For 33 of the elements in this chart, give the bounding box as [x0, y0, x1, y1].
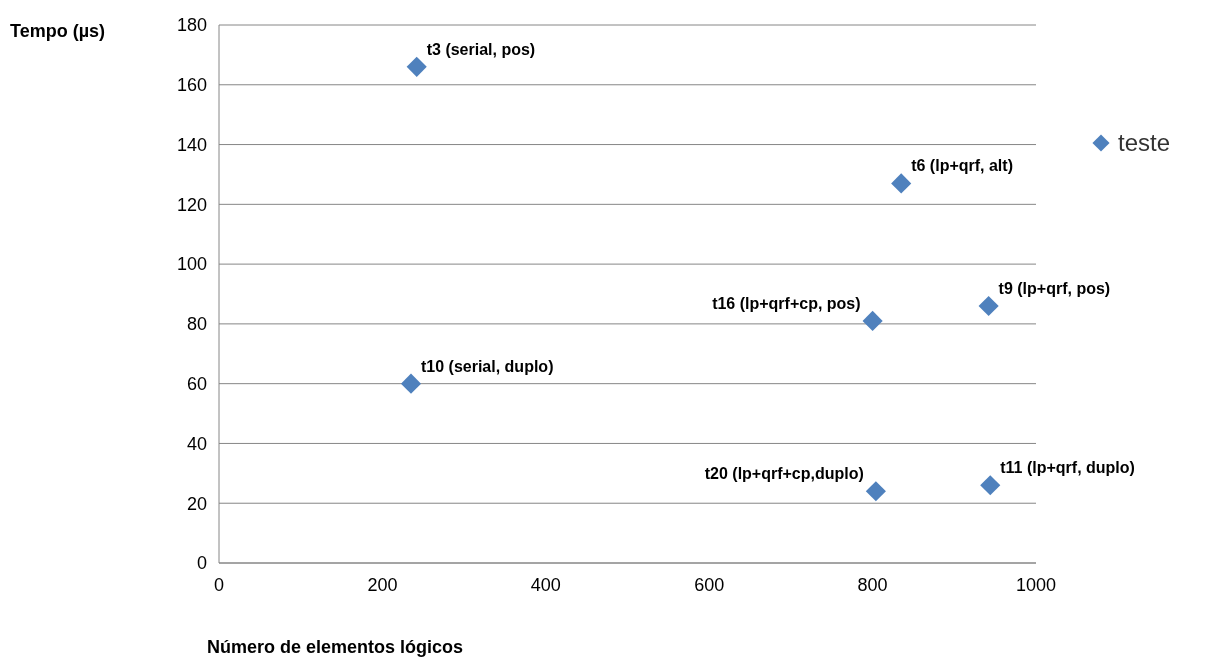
- y-tick-label: 60: [186, 373, 207, 394]
- x-tick-label: 200: [367, 575, 398, 595]
- x-tick-label: 600: [694, 575, 725, 595]
- y-tick-label: 0: [196, 553, 207, 574]
- y-tick-label: 80: [186, 314, 207, 335]
- legend-label: teste: [1118, 129, 1171, 157]
- annotation: t3 (serial, pos): [426, 40, 536, 58]
- annotation: t9 (lp+qrf, pos): [998, 279, 1111, 297]
- point: [978, 295, 999, 317]
- y-tick-label: 40: [186, 433, 207, 454]
- x-axis-title: Número de elementos lógicos: [207, 637, 464, 657]
- x-tick-label: 1000: [1015, 575, 1057, 595]
- y-tick-label: 20: [186, 493, 207, 514]
- y-tick-label: 100: [176, 254, 207, 275]
- y-tick-label: 160: [176, 75, 207, 96]
- annotation: t20 (lp+qrf+cp,duplo): [704, 465, 864, 483]
- point: [400, 373, 422, 394]
- point: [980, 475, 1001, 496]
- x-tick-label: 0: [213, 575, 225, 595]
- annotation: t11 (lp+qrf, duplo): [1000, 459, 1135, 477]
- y-tick-label: 120: [176, 194, 207, 215]
- y-tick-label: 180: [176, 15, 207, 36]
- y-tick-label: 140: [176, 134, 207, 155]
- x-tick-label: 400: [530, 575, 561, 595]
- annotation: t6 (lp+qrf, alt): [911, 157, 1013, 175]
- annotation: t16 (lp+qrf+cp, pos): [712, 294, 861, 312]
- point: [406, 56, 427, 77]
- annotation: t10 (serial, duplo): [420, 357, 554, 375]
- point: [862, 310, 883, 331]
- x-tick-label: 800: [857, 575, 888, 595]
- y-axis-title: Tempo (µs): [10, 21, 106, 42]
- point: [891, 173, 912, 194]
- point: [865, 481, 886, 502]
